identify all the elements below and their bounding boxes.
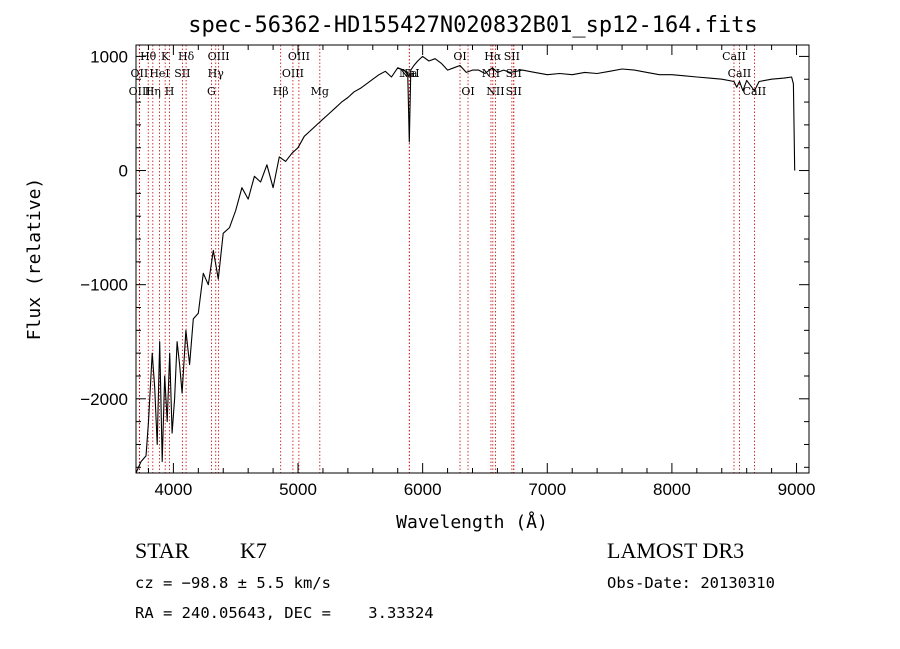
- coordinates-readout: RA = 240.05643, DEC = 3.33324: [135, 604, 434, 622]
- spectrum-series: [135, 55, 796, 474]
- spectral-line-label: NII: [482, 67, 500, 80]
- spectral-line-label: Hθ: [140, 50, 157, 63]
- spectral-line-label: Hβ: [273, 85, 289, 98]
- observation-date: Obs-Date: 20130310: [607, 574, 775, 592]
- spectral-line-label: HeI: [149, 67, 169, 80]
- x-tick-label: 8000: [653, 480, 691, 499]
- spectral-line-label: OII: [131, 67, 149, 80]
- spectral-line-label: NaI: [399, 67, 420, 80]
- x-axis-ticks: 4000 5000 6000 7000 8000 9000: [147, 45, 816, 499]
- spectral-line-label: Hγ: [208, 67, 225, 80]
- spectral-line-label: Hδ: [178, 50, 195, 63]
- spectral-line-label: CaII: [743, 85, 767, 98]
- spectral-line-label: OIII: [288, 50, 310, 63]
- spectral-line-label: G: [207, 85, 216, 98]
- x-tick-label: 6000: [404, 480, 442, 499]
- chart-title: spec-56362-HD155427N020832B01_sp12-164.f…: [188, 13, 758, 38]
- spectral-line-label: CaII: [728, 67, 752, 80]
- spectral-line-label: OI: [453, 50, 466, 63]
- spectral-line-label: SII: [506, 85, 522, 98]
- plot-frame: [135, 44, 810, 474]
- spectral-line-label: SII: [506, 67, 522, 80]
- x-tick-label: 5000: [279, 480, 317, 499]
- x-tick-label: 4000: [154, 480, 192, 499]
- spectrum-line: [135, 55, 796, 474]
- x-tick-label: 9000: [778, 480, 816, 499]
- spectral-line-label: Hα: [484, 50, 502, 63]
- redshift-readout: cz = −98.8 ± 5.5 km/s: [135, 574, 331, 592]
- y-tick-label: 1000: [90, 47, 128, 66]
- object-class: STAR: [135, 538, 190, 563]
- x-axis-label: Wavelength (Å): [396, 511, 548, 533]
- y-axis-ticks: 1000 0 −1000 −2000: [80, 47, 809, 468]
- spectral-line-label: NII: [486, 85, 504, 98]
- spectral-line-label: Na: [401, 67, 418, 80]
- spectral-line-label: CaII: [722, 50, 746, 63]
- x-tick-label: 7000: [528, 480, 566, 499]
- spectral-line-label: SII: [504, 50, 520, 63]
- y-tick-label: 0: [119, 162, 128, 181]
- object-subclass: K7: [240, 538, 267, 563]
- y-axis-label: Flux (relative): [24, 178, 45, 341]
- spectral-line-labels: Hθ OII OIII K Hδ Hη HeI SII H OIII Hγ G OIII OIII Hβ Mg…: [129, 50, 767, 98]
- survey-name: LAMOST DR3: [607, 538, 745, 563]
- spectral-line-label: Hη: [145, 85, 161, 98]
- spectral-line-label: K: [161, 50, 170, 63]
- spectral-line-label: H: [165, 85, 175, 98]
- spectral-line-label: SII: [174, 67, 190, 80]
- spectral-line-label: OI: [461, 85, 474, 98]
- spectral-line-markers: [138, 45, 755, 473]
- spectral-line-label: OIII: [129, 85, 151, 98]
- spectral-line-label: OIII: [208, 50, 230, 63]
- spectral-line-label: Mg: [311, 85, 329, 98]
- spectral-line-label: OIII: [282, 67, 304, 80]
- y-tick-label: −1000: [80, 276, 128, 295]
- y-tick-label: −2000: [80, 390, 128, 409]
